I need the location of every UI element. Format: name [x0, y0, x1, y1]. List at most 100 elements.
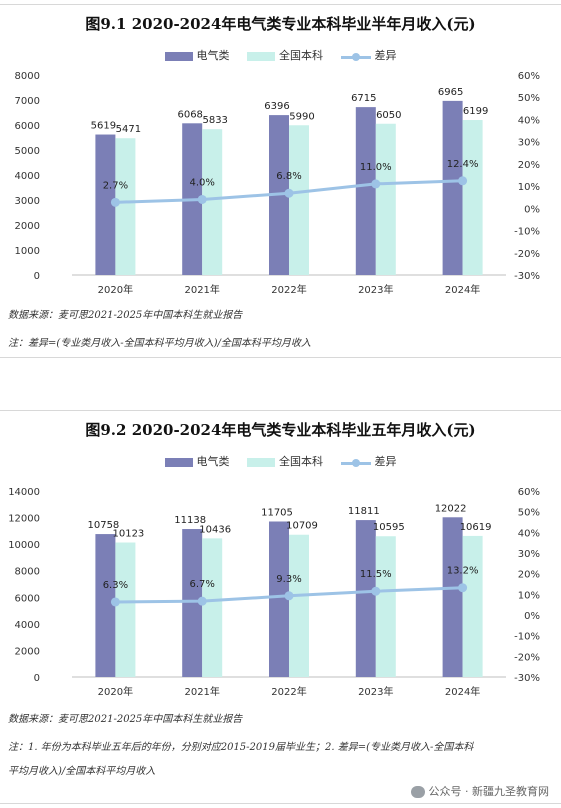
difference-data-label: 11.5% — [360, 569, 392, 580]
difference-data-label: 2.7% — [103, 180, 128, 191]
wechat-icon — [410, 786, 425, 798]
bar-data-label: 10758 — [87, 520, 119, 531]
chart-source-note: 数据来源：麦可思2021-2025年中国本科生就业报告 — [8, 714, 243, 725]
legend-label: 全国本科 — [279, 49, 323, 62]
y2-tick-label: 0% — [524, 611, 540, 622]
y-tick-label: 14000 — [8, 487, 40, 498]
y-tick-label: 4000 — [15, 620, 40, 631]
y2-tick-label: 20% — [518, 160, 540, 171]
difference-point — [458, 583, 468, 593]
y2-tick-label: 60% — [518, 487, 540, 498]
legend-label: 差异 — [374, 455, 397, 468]
difference-data-label: 6.3% — [103, 580, 128, 591]
chart-title: 图9.1 2020-2024年电气类专业本科毕业半年月收入(元) — [85, 15, 476, 33]
y-tick-label: 1000 — [15, 246, 40, 257]
difference-point — [371, 586, 381, 596]
y2-tick-label: 40% — [518, 115, 540, 126]
y2-tick-label: 60% — [518, 71, 540, 82]
y2-tick-label: -20% — [514, 652, 540, 663]
legend-item-series-1: 电气类 — [164, 453, 230, 469]
y2-tick-label: 50% — [518, 93, 540, 104]
legend-line-swatch — [340, 52, 371, 61]
bar-major — [442, 100, 463, 275]
chart-panel-1: 图9.1 2020-2024年电气类专业本科毕业半年月收入(元) 电气类 全国本… — [0, 4, 561, 358]
y-tick-label: 3000 — [15, 196, 40, 207]
bar-data-label: 11811 — [348, 506, 380, 517]
x-tick-label: 2020年 — [98, 283, 133, 296]
y2-tick-label: -30% — [514, 673, 540, 684]
x-tick-label: 2024年 — [445, 685, 480, 698]
x-tick-label: 2023年 — [358, 283, 393, 296]
difference-data-label: 12.4% — [447, 159, 479, 170]
legend-swatch — [247, 457, 275, 467]
legend-item-series-2: 全国本科 — [247, 453, 323, 469]
bar-national — [115, 542, 136, 677]
x-tick-label: 2023年 — [358, 685, 393, 698]
x-tick-label: 2022年 — [271, 685, 306, 698]
bar-national — [462, 120, 483, 276]
bar-major — [182, 529, 203, 677]
y2-tick-label: 30% — [518, 549, 540, 560]
y2-tick-label: -20% — [514, 249, 540, 260]
bar-major — [95, 534, 116, 677]
bar-data-label: 6050 — [376, 110, 401, 121]
bar-data-label: 11705 — [261, 507, 293, 518]
bar-national — [202, 538, 223, 677]
bar-national — [289, 125, 309, 275]
bar-data-label: 6715 — [351, 93, 376, 104]
difference-point — [110, 197, 120, 207]
bar-data-label: 10436 — [199, 524, 231, 535]
difference-data-label: 9.3% — [276, 574, 301, 585]
x-tick-label: 2020年 — [98, 685, 133, 698]
bar-national — [375, 123, 396, 275]
difference-point — [284, 591, 294, 601]
chart-legend: 电气类 全国本科 差异 — [0, 453, 561, 469]
x-tick-label: 2021年 — [184, 283, 219, 296]
chart-legend: 电气类 全国本科 差异 — [0, 47, 561, 63]
legend-swatch — [164, 51, 193, 61]
legend-item-series-3: 差异 — [340, 453, 397, 469]
chart-title: 图9.2 2020-2024年电气类专业本科毕业五年月收入(元) — [85, 421, 476, 439]
legend-label: 差异 — [374, 49, 397, 62]
bar-data-label: 6965 — [438, 87, 463, 98]
y-tick-label: 2000 — [15, 646, 40, 657]
y2-tick-label: 10% — [518, 182, 540, 193]
watermark-text: 公众号 · 新疆九圣教育网 — [428, 785, 550, 798]
y2-tick-label: -10% — [514, 632, 540, 643]
y-tick-label: 4000 — [15, 171, 40, 182]
bar-data-label: 10123 — [112, 529, 144, 540]
chart-footnote: 注：差异=(专业类月收入-全国本科平均月收入)/全国本科平均月收入 — [8, 338, 311, 349]
y-tick-label: 10000 — [8, 540, 40, 551]
y-tick-label: 12000 — [8, 514, 40, 525]
chart-plot: 0 1000 2000 3000 4000 5000 6000 7000 8000 -30% -20… — [15, 71, 540, 296]
difference-data-label: 11.0% — [360, 162, 392, 173]
y-tick-label: 8000 — [15, 567, 40, 578]
bar-data-label: 6068 — [177, 109, 202, 120]
bar-data-label: 5990 — [289, 111, 314, 122]
bar-major — [442, 517, 463, 677]
y2-tick-label: 10% — [518, 590, 540, 601]
bar-data-label: 10595 — [373, 522, 405, 533]
bar-national — [202, 129, 223, 275]
chart-footnote: 注：1. 年份为本科毕业五年后的年份，分别对应2015-2019届毕业生；2. … — [8, 742, 474, 753]
bar-major — [95, 134, 116, 275]
bar-national — [462, 535, 483, 677]
legend-swatch — [164, 457, 193, 467]
bar-data-label: 5833 — [202, 115, 227, 126]
legend-label: 全国本科 — [279, 455, 323, 468]
y2-tick-label: 20% — [518, 570, 540, 581]
y-tick-label: 5000 — [15, 146, 40, 157]
bar-national — [375, 536, 396, 677]
difference-point — [197, 194, 207, 204]
chart-plot: 0 2000 4000 6000 8000 10000 12000 14000 -30% -20%… — [8, 487, 540, 698]
y2-tick-label: -30% — [514, 271, 540, 282]
x-tick-label: 2024年 — [445, 283, 480, 296]
legend-item-series-1: 电气类 — [164, 47, 230, 63]
y-tick-label: 7000 — [15, 96, 40, 107]
legend-swatch — [247, 51, 275, 61]
y-tick-label: 6000 — [15, 121, 40, 132]
difference-data-label: 4.0% — [189, 177, 214, 188]
bar-data-label: 6396 — [264, 101, 289, 112]
bar-major — [355, 107, 376, 275]
bar-national — [115, 138, 136, 275]
